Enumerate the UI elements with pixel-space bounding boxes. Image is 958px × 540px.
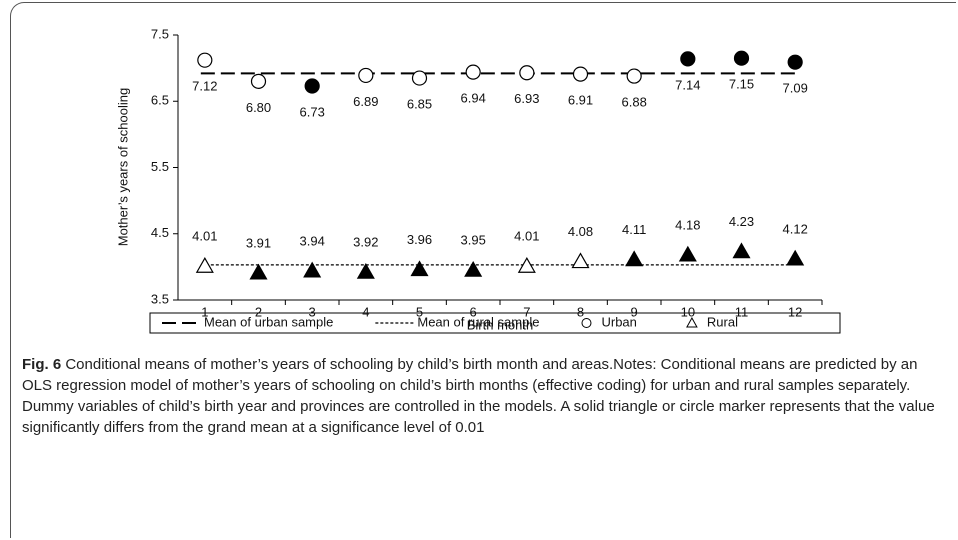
rural-marker: [571, 252, 590, 269]
value-label: 6.93: [514, 91, 539, 106]
legend-label: Mean of rural sample: [417, 314, 539, 329]
value-label: 7.09: [783, 81, 808, 96]
x-tick-label: 10: [681, 304, 695, 319]
y-tick-label: 3.5: [151, 291, 169, 306]
legend-swatch: [581, 318, 592, 328]
rural-marker: [732, 242, 751, 259]
x-tick-label: 7: [523, 304, 530, 319]
x-tick-label: 12: [788, 304, 802, 319]
urban-marker: [465, 64, 481, 80]
chart: Mother’s years of schooling Birth month …: [115, 26, 841, 334]
x-tick-label: 5: [416, 304, 423, 319]
x-tick-label: 6: [470, 304, 477, 319]
value-label: 6.88: [622, 95, 647, 110]
rural-marker: [625, 250, 644, 267]
x-tick-label: 4: [362, 304, 369, 319]
urban-marker: [572, 66, 589, 82]
urban-marker: [358, 67, 374, 84]
y-tick-label: 6.5: [151, 93, 169, 108]
urban-marker: [411, 70, 428, 86]
x-tick-label: 3: [309, 304, 316, 319]
value-label: 4.23: [729, 214, 754, 229]
urban-marker: [304, 78, 320, 94]
urban-marker: [680, 51, 696, 67]
urban-marker: [197, 52, 213, 68]
value-label: 7.14: [675, 77, 700, 92]
value-label: 7.12: [192, 79, 217, 94]
rural-marker: [517, 257, 536, 273]
value-label: 3.91: [246, 235, 271, 250]
value-label: 7.15: [729, 77, 754, 92]
urban-marker: [626, 68, 642, 84]
value-label: 6.89: [353, 94, 378, 109]
y-tick-label: 4.5: [151, 225, 169, 240]
legend-box: [149, 312, 841, 334]
rural-marker: [678, 245, 697, 262]
caption-label: Fig. 6: [22, 356, 62, 373]
value-label: 6.80: [246, 100, 271, 115]
y-axis-label: Mother’s years of schooling: [115, 88, 130, 247]
caption: Fig. 6 Conditional means of mother’s yea…: [22, 354, 942, 438]
rural-marker: [464, 260, 483, 277]
value-label: 3.94: [300, 233, 325, 248]
rural-marker: [410, 260, 429, 277]
rural-marker: [356, 262, 375, 279]
x-tick-label: 2: [255, 304, 262, 319]
value-label: 4.11: [622, 222, 646, 237]
rural-marker: [249, 263, 268, 280]
legend-swatch: [686, 316, 698, 328]
value-label: 6.94: [461, 91, 486, 106]
value-label: 6.73: [300, 104, 325, 119]
legend-label: Urban: [601, 314, 636, 329]
legend-label: Rural: [707, 314, 738, 329]
value-label: 4.01: [192, 229, 217, 244]
urban-marker: [250, 73, 267, 89]
x-tick-label: 11: [735, 304, 749, 319]
x-tick-label: 8: [577, 304, 584, 319]
value-label: 3.95: [461, 233, 486, 248]
value-label: 4.18: [675, 217, 700, 232]
x-axis-label: Birth month: [467, 317, 533, 332]
value-label: 6.85: [407, 97, 432, 112]
value-label: 3.92: [353, 235, 378, 250]
urban-marker: [787, 54, 803, 70]
caption-text: Conditional means of mother’s years of s…: [22, 356, 935, 436]
value-label: 4.01: [514, 229, 539, 244]
value-label: 4.12: [783, 221, 808, 236]
y-tick-label: 7.5: [151, 26, 169, 41]
urban-marker: [733, 50, 750, 66]
rural-marker: [195, 257, 214, 273]
y-tick-label: 5.5: [151, 159, 169, 174]
value-label: 6.91: [568, 93, 593, 108]
figure-frame: [10, 2, 956, 538]
urban-marker: [519, 65, 535, 81]
x-tick-label: 1: [201, 304, 208, 319]
rural-marker: [786, 249, 805, 266]
x-tick-label: 9: [631, 304, 638, 319]
value-label: 3.96: [407, 232, 432, 247]
rural-marker: [303, 261, 322, 278]
value-label: 4.08: [568, 224, 593, 239]
legend-label: Mean of urban sample: [204, 314, 333, 329]
